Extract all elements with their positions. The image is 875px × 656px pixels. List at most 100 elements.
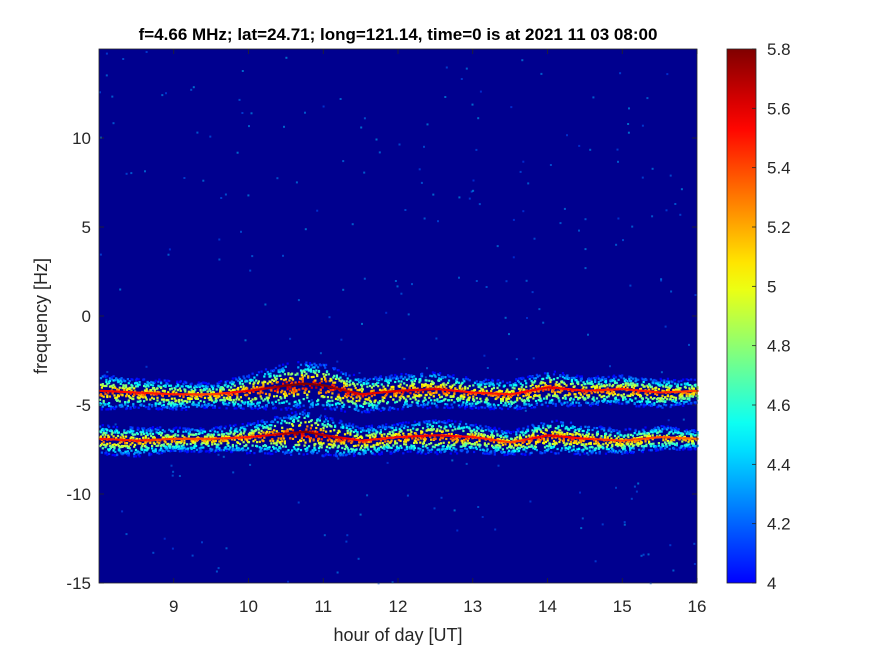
band-pixel <box>162 443 165 446</box>
band-pixel <box>256 401 260 404</box>
band-pixel <box>337 393 340 396</box>
band-pixel <box>239 385 242 388</box>
band-pixel <box>400 380 403 383</box>
band-pixel <box>166 406 169 409</box>
band-pixel <box>294 404 297 407</box>
band-pixel <box>195 397 198 400</box>
band-pixel <box>402 406 405 409</box>
band-pixel <box>163 430 166 433</box>
band-pixel <box>241 382 244 385</box>
band-pixel <box>146 448 149 451</box>
band-pixel <box>284 416 287 419</box>
band-pixel <box>130 430 133 433</box>
band-pixel <box>210 397 213 400</box>
noise-speck <box>665 209 668 212</box>
band-pixel <box>361 395 364 398</box>
band-pixel <box>299 405 302 408</box>
band-pixel <box>224 425 227 428</box>
band-pixel <box>317 403 320 406</box>
band-pixel <box>156 387 159 390</box>
band-pixel <box>145 388 148 391</box>
band-pixel <box>132 433 135 436</box>
band-pixel <box>316 431 319 434</box>
band-pixel <box>468 379 471 382</box>
band-pixel <box>541 403 544 406</box>
band-pixel <box>186 447 190 450</box>
band-pixel <box>143 427 146 430</box>
band-pixel <box>247 404 250 408</box>
band-pixel <box>317 439 320 442</box>
band-pixel <box>291 416 294 419</box>
band-pixel <box>544 401 547 404</box>
band-pixel <box>205 435 208 438</box>
band-pixel <box>101 375 104 378</box>
band-pixel <box>142 430 145 433</box>
band-1 <box>99 361 699 414</box>
band-pixel <box>687 384 690 387</box>
band-pixel <box>142 436 145 439</box>
band-pixel <box>490 394 493 397</box>
band-pixel <box>465 403 469 406</box>
band-pixel <box>178 394 181 398</box>
noise-speck <box>594 560 597 563</box>
band-pixel <box>662 400 665 403</box>
band-pixel <box>649 378 652 381</box>
band-pixel <box>548 394 551 397</box>
band-pixel <box>622 377 625 380</box>
band-pixel <box>546 385 549 388</box>
band-pixel <box>504 401 507 404</box>
noise-speck <box>587 453 590 456</box>
band-pixel <box>182 382 185 385</box>
band-pixel <box>256 445 259 448</box>
band-pixel <box>301 413 304 416</box>
band-pixel <box>117 388 120 392</box>
band-pixel <box>209 398 212 401</box>
band-pixel <box>438 379 441 382</box>
band-pixel <box>205 387 208 390</box>
band-pixel <box>281 419 284 422</box>
band-pixel <box>177 400 181 403</box>
band-pixel <box>315 426 318 430</box>
band-pixel <box>194 443 197 446</box>
noise-speck <box>249 269 252 272</box>
noise-speck <box>366 494 369 497</box>
noise-speck <box>297 501 300 504</box>
band-pixel <box>235 407 238 410</box>
noise-speck <box>218 238 221 241</box>
band-pixel <box>132 402 135 406</box>
band-pixel <box>347 440 350 443</box>
band-pixel <box>303 370 306 374</box>
band-pixel <box>417 404 420 408</box>
band-pixel <box>339 399 342 402</box>
band-pixel <box>264 452 267 455</box>
noise-speck <box>617 217 620 220</box>
band-pixel <box>484 385 487 389</box>
band-pixel <box>267 373 270 376</box>
band-pixel <box>292 445 295 449</box>
band-pixel <box>497 379 500 382</box>
band-pixel <box>685 392 688 396</box>
band-pixel <box>310 424 313 427</box>
noise-speck <box>651 167 654 170</box>
band-pixel <box>351 393 354 396</box>
band-pixel <box>366 385 369 388</box>
band-pixel <box>185 381 188 384</box>
band-pixel <box>335 374 338 377</box>
band-pixel <box>306 396 309 399</box>
band-pixel <box>163 379 166 382</box>
noise-speck <box>640 554 643 557</box>
band-pixel <box>292 393 295 396</box>
band-pixel <box>370 389 373 392</box>
band-pixel <box>248 451 251 454</box>
band-pixel <box>299 424 302 427</box>
band-pixel <box>448 375 451 378</box>
band-pixel <box>315 386 318 389</box>
band-pixel <box>646 384 649 387</box>
band-pixel <box>200 391 203 394</box>
band-pixel <box>343 448 347 451</box>
noise-speck <box>396 285 399 288</box>
band-pixel <box>230 431 233 434</box>
band-pixel <box>214 439 217 443</box>
band-pixel <box>512 390 515 393</box>
noise-speck <box>641 176 644 179</box>
